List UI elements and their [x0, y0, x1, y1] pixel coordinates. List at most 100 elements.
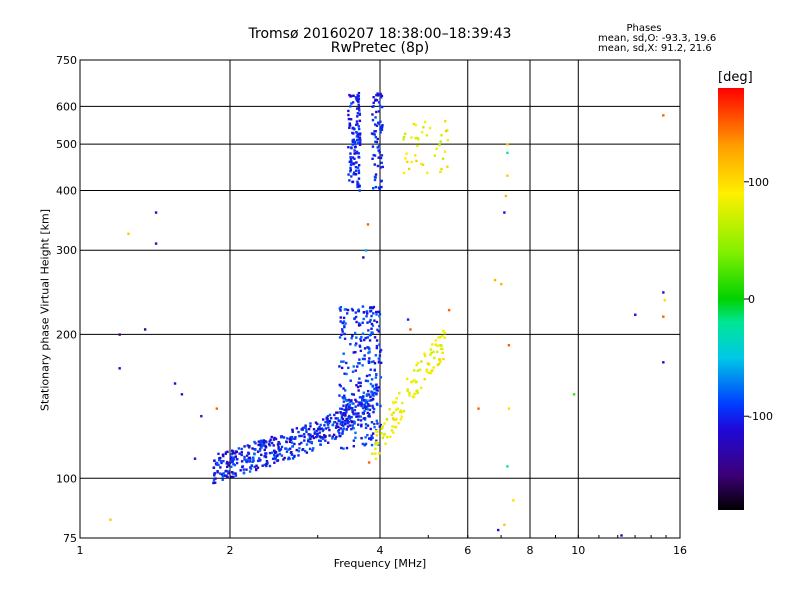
data-point — [373, 422, 376, 426]
data-point — [333, 413, 336, 417]
data-point — [363, 443, 367, 446]
data-point — [257, 457, 261, 460]
data-point — [309, 422, 312, 425]
data-point — [439, 343, 442, 347]
data-point — [369, 368, 372, 371]
data-point — [376, 92, 379, 95]
data-point — [439, 140, 442, 143]
data-point — [352, 163, 355, 166]
data-point — [305, 430, 308, 434]
data-point — [351, 370, 355, 373]
data-point — [248, 460, 252, 463]
data-point — [349, 152, 352, 155]
data-point — [361, 364, 364, 367]
data-point — [308, 447, 312, 451]
data-point — [309, 433, 312, 437]
data-point — [334, 426, 338, 429]
data-point — [446, 129, 449, 132]
data-point — [227, 470, 230, 473]
data-point — [235, 450, 238, 453]
data-point — [372, 187, 375, 190]
data-point — [379, 376, 383, 379]
data-point — [432, 366, 435, 369]
data-point — [366, 312, 369, 315]
data-point — [276, 443, 280, 446]
data-point — [383, 422, 386, 425]
data-point — [357, 308, 360, 311]
data-point — [357, 91, 361, 95]
data-point — [412, 395, 416, 399]
y-tick-label: 600 — [56, 100, 77, 113]
data-point — [226, 476, 229, 479]
data-point — [284, 447, 288, 450]
data-point — [309, 425, 312, 428]
data-point — [360, 423, 363, 427]
data-point — [371, 385, 374, 388]
data-point — [371, 397, 375, 401]
data-point — [504, 194, 508, 198]
data-point — [352, 413, 356, 416]
data-point — [213, 459, 216, 462]
data-point — [363, 398, 366, 402]
data-point — [298, 442, 301, 446]
data-point — [379, 423, 383, 427]
data-point — [219, 466, 222, 469]
data-point — [290, 453, 294, 456]
data-point — [352, 439, 356, 442]
data-point — [392, 431, 395, 434]
data-point — [274, 458, 277, 461]
data-point — [376, 422, 379, 425]
data-point — [308, 435, 311, 438]
data-point — [379, 156, 383, 160]
data-point — [446, 165, 449, 168]
data-point — [370, 434, 373, 437]
data-point — [240, 453, 243, 457]
data-point — [378, 324, 381, 328]
data-point — [364, 426, 368, 430]
data-point — [244, 459, 248, 462]
data-point — [353, 152, 356, 155]
data-point — [377, 121, 380, 124]
data-point — [353, 146, 357, 149]
data-point — [364, 436, 367, 439]
data-point — [347, 398, 351, 402]
data-point — [341, 396, 344, 399]
data-point — [242, 468, 245, 471]
data-point — [381, 165, 384, 169]
y-tick-label: 500 — [56, 138, 77, 151]
data-point — [336, 417, 339, 420]
data-point — [398, 410, 402, 414]
data-point — [309, 435, 313, 438]
data-point — [634, 313, 637, 317]
data-point — [291, 445, 294, 448]
data-point — [385, 417, 389, 421]
data-point — [346, 425, 350, 428]
data-point — [350, 94, 353, 98]
data-point — [355, 412, 358, 415]
data-point — [348, 122, 352, 126]
data-point — [239, 469, 242, 472]
data-point — [371, 392, 374, 395]
data-point — [352, 365, 355, 368]
data-point — [375, 402, 379, 405]
data-point — [313, 432, 316, 435]
data-point — [378, 122, 381, 126]
data-point — [363, 338, 366, 342]
data-point — [301, 448, 304, 452]
data-point — [268, 451, 272, 455]
data-point — [341, 330, 344, 333]
data-point — [265, 459, 269, 463]
data-point — [377, 149, 380, 152]
data-point — [304, 426, 307, 429]
data-point — [292, 455, 296, 459]
data-point — [363, 347, 367, 350]
data-point — [339, 309, 342, 312]
data-point — [416, 391, 419, 394]
data-point — [443, 150, 447, 153]
data-point — [361, 305, 365, 308]
data-point — [341, 417, 345, 421]
data-point — [319, 439, 322, 443]
data-point — [373, 178, 377, 182]
data-point — [357, 322, 361, 325]
data-point — [372, 312, 375, 315]
